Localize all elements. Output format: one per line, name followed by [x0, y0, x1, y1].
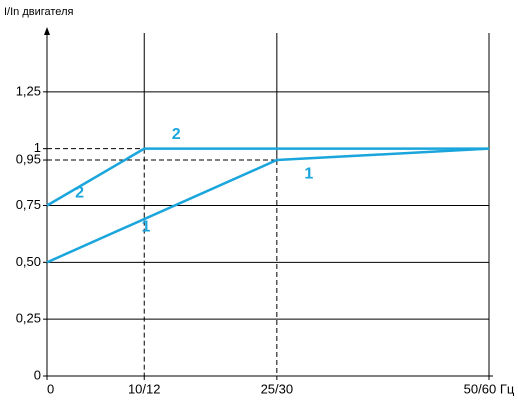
y-tick-label: 0	[34, 367, 41, 382]
y-tick-label: 0,95	[16, 151, 41, 166]
y-tick-label: 0,50	[16, 254, 41, 269]
x-tick-label: 0	[47, 381, 54, 396]
series-label: 1	[304, 165, 313, 182]
series-label: 2	[172, 126, 181, 143]
data-line	[46, 147, 489, 207]
y-tick-label: 0,25	[16, 311, 41, 326]
x-tick-label: 50/60 Гц	[464, 381, 515, 396]
y-tick-label: 1,25	[16, 83, 41, 98]
y-tick-label: 1	[34, 140, 41, 155]
x-tick-label: 10/12	[128, 381, 161, 396]
y-axis-arrow	[44, 27, 50, 35]
x-tick-label: 25/30	[261, 381, 294, 396]
y-tick-label: 0,75	[16, 197, 41, 212]
series-label: 2	[75, 184, 84, 201]
data-line	[46, 147, 490, 264]
series-label: 1	[141, 218, 150, 235]
y-axis-label: I/In двигателя	[4, 6, 73, 18]
